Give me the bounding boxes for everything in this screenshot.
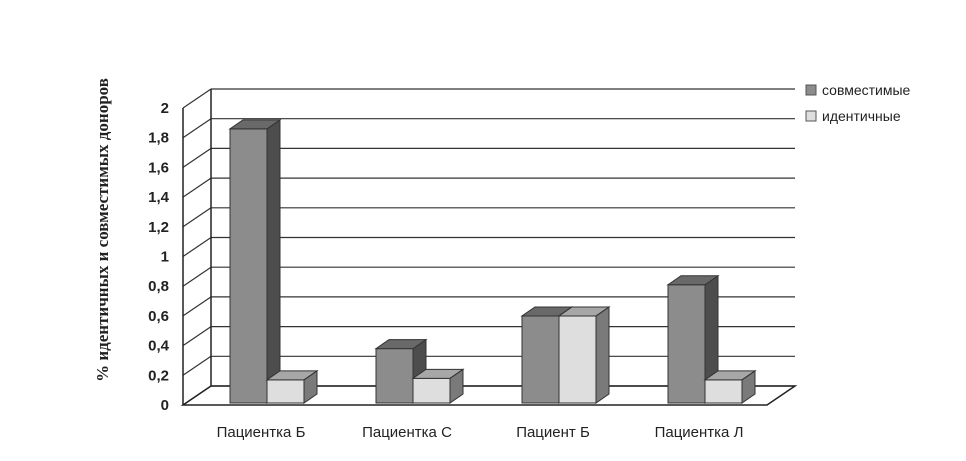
y-tick-label: 1,4 (148, 189, 170, 206)
bar-top (411, 368, 465, 379)
legend-item: совместимые (805, 82, 911, 98)
bar-front (667, 284, 706, 404)
bar-front (704, 379, 743, 404)
bars (228, 118, 757, 404)
y-tick-label: 0,4 (148, 338, 170, 355)
bar-front (521, 315, 560, 404)
legend-item: идентичные (805, 108, 901, 124)
gridline-side (182, 237, 212, 257)
bar-top (703, 370, 757, 381)
bar-top (374, 339, 428, 350)
bar-front (375, 348, 414, 404)
y-tick-labels: 0 0,2 0,4 0,6 0,8 1 1,2 1,4 1,6 1,8 2 (148, 100, 170, 414)
bar-top (666, 275, 720, 286)
gridline-side (182, 207, 212, 228)
gridline-side (182, 88, 212, 109)
gridline-side (182, 118, 212, 139)
y-tick-label: 0,6 (148, 308, 169, 325)
floor (180, 385, 798, 406)
bar-front (229, 128, 268, 404)
category-label: Пациентка Б (217, 424, 306, 441)
category-label: Пациентка Л (655, 424, 744, 441)
gridlines (182, 88, 795, 406)
bar-front (558, 315, 597, 404)
category-label: Пациентка С (362, 424, 452, 441)
gridline-side (182, 147, 212, 168)
y-tick-label: 1,6 (148, 159, 169, 176)
gridline-side (182, 177, 212, 198)
bar-top (557, 306, 611, 317)
bar-front (266, 379, 305, 404)
y-axis-label: % идентичных и совместимых доноров (93, 78, 112, 382)
bar (265, 369, 319, 404)
legend-label: идентичные (822, 108, 901, 124)
bar-side (266, 118, 281, 404)
bar-side (595, 306, 610, 404)
bar-top (265, 370, 319, 381)
bar (557, 306, 611, 404)
axes (180, 89, 798, 406)
bar (228, 118, 282, 404)
legend-swatch (805, 84, 817, 96)
bar-front (412, 377, 451, 404)
bar (703, 369, 757, 404)
bar (666, 274, 720, 404)
gridline-side (182, 296, 212, 317)
y-tick-label: 0 (161, 397, 169, 414)
bar (411, 368, 465, 404)
gridline-side (182, 266, 212, 287)
gridline-side (182, 326, 212, 347)
y-tick-label: 1 (161, 249, 169, 266)
legend-label: совместимые (822, 82, 911, 98)
y-tick-label: 2 (161, 100, 169, 117)
category-labels: Пациентка Б Пациентка С Пациент Б Пациентка… (217, 424, 744, 441)
legend-swatch (805, 110, 817, 122)
y-tick-label: 1,2 (148, 219, 169, 236)
legend: совместимые идентичные (805, 82, 911, 124)
gridline-side (182, 355, 212, 376)
y-tick-label: 0,2 (148, 367, 169, 384)
y-tick-label: 0,8 (148, 278, 169, 295)
y-tick-label: 1,8 (148, 130, 169, 147)
category-label: Пациент Б (516, 424, 590, 441)
bar-top (228, 119, 282, 130)
